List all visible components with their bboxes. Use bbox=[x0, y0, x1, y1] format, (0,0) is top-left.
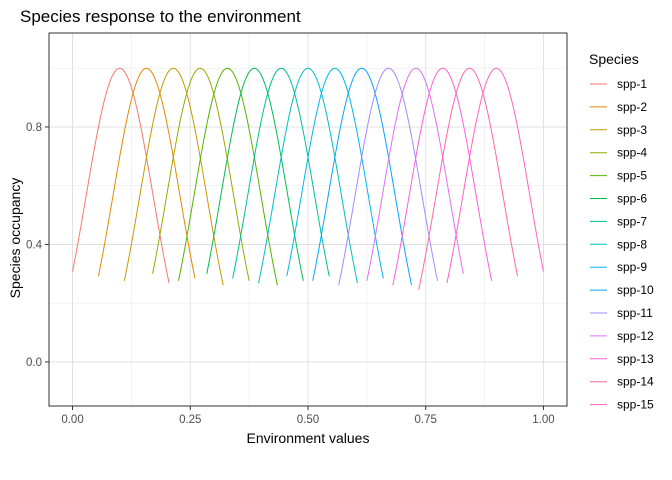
legend-item-spp-14: spp-14 bbox=[590, 375, 654, 389]
legend-items: spp-1 spp-2 spp-3 spp-4 spp-5 spp-6 spp-7 spp-8… bbox=[590, 77, 654, 412]
plot-series bbox=[72, 67, 544, 290]
legend: Species spp-1spp-2spp-3spp-4spp-5spp-6sp… bbox=[589, 51, 654, 412]
legend-item-spp-8: spp-8 bbox=[590, 237, 647, 251]
x-tick-label: 0.25 bbox=[179, 414, 201, 426]
legend-label: spp-6 bbox=[617, 192, 647, 206]
legend-label: spp-10 bbox=[617, 283, 654, 297]
legend-label: spp-8 bbox=[617, 237, 647, 251]
legend-item-spp-10: spp-10 bbox=[590, 283, 654, 297]
chart-title: Species response to the environment bbox=[20, 7, 301, 26]
legend-item-spp-6: spp-6 bbox=[590, 192, 647, 206]
x-axis-ticks: 0.00 0.25 0.50 0.75 1.00 bbox=[61, 406, 555, 426]
x-tick-label: 0.00 bbox=[61, 414, 83, 426]
legend-title: Species bbox=[589, 51, 639, 67]
series-line-spp-12 bbox=[366, 67, 464, 281]
legend-label: spp-12 bbox=[617, 329, 654, 343]
legend-label: spp-9 bbox=[617, 260, 647, 274]
legend-label: spp-1 bbox=[617, 77, 647, 91]
legend-item-spp-12: spp-12 bbox=[590, 329, 654, 343]
x-tick-label: 0.75 bbox=[415, 414, 437, 426]
legend-item-spp-7: spp-7 bbox=[590, 214, 647, 228]
series-line-spp-5 bbox=[178, 67, 278, 286]
legend-item-spp-9: spp-9 bbox=[590, 260, 647, 274]
legend-label: spp-5 bbox=[617, 169, 647, 183]
plot-grid bbox=[49, 33, 567, 406]
legend-item-spp-2: spp-2 bbox=[590, 100, 647, 114]
y-axis-ticks: 0.0 0.4 0.8 bbox=[26, 122, 49, 369]
legend-item-spp-1: spp-1 bbox=[590, 77, 647, 91]
series-line-spp-6 bbox=[206, 67, 304, 281]
series-line-spp-8 bbox=[258, 67, 358, 284]
series-line-spp-2 bbox=[97, 67, 196, 279]
y-tick-label: 0.4 bbox=[26, 239, 43, 251]
legend-item-spp-15: spp-15 bbox=[590, 398, 654, 412]
series-line-spp-9 bbox=[286, 67, 384, 279]
legend-item-spp-11: spp-11 bbox=[590, 306, 653, 320]
series-line-spp-13 bbox=[392, 67, 493, 286]
series-line-spp-14 bbox=[418, 67, 519, 290]
legend-label: spp-14 bbox=[617, 375, 654, 389]
legend-label: spp-15 bbox=[617, 398, 654, 412]
series-line-spp-1 bbox=[72, 67, 170, 284]
x-tick-label: 1.00 bbox=[532, 414, 554, 426]
y-tick-label: 0.0 bbox=[26, 357, 42, 369]
x-axis-title: Environment values bbox=[247, 430, 370, 446]
legend-item-spp-5: spp-5 bbox=[590, 169, 647, 183]
legend-label: spp-4 bbox=[617, 146, 647, 160]
y-axis-title: Species occupancy bbox=[7, 178, 23, 299]
series-line-spp-11 bbox=[338, 67, 438, 286]
legend-label: spp-11 bbox=[617, 306, 653, 320]
series-line-spp-15 bbox=[446, 67, 544, 284]
legend-label: spp-2 bbox=[617, 100, 647, 114]
series-line-spp-3 bbox=[123, 67, 224, 286]
legend-label: spp-3 bbox=[617, 123, 647, 137]
legend-label: spp-7 bbox=[617, 214, 647, 228]
series-line-spp-4 bbox=[152, 67, 250, 281]
legend-label: spp-13 bbox=[617, 352, 654, 366]
legend-item-spp-3: spp-3 bbox=[590, 123, 647, 137]
legend-item-spp-13: spp-13 bbox=[590, 352, 654, 366]
x-tick-label: 0.50 bbox=[297, 414, 319, 426]
y-tick-label: 0.8 bbox=[26, 122, 42, 134]
legend-item-spp-4: spp-4 bbox=[590, 146, 647, 160]
series-line-spp-10 bbox=[312, 67, 413, 286]
series-line-spp-7 bbox=[232, 67, 330, 279]
